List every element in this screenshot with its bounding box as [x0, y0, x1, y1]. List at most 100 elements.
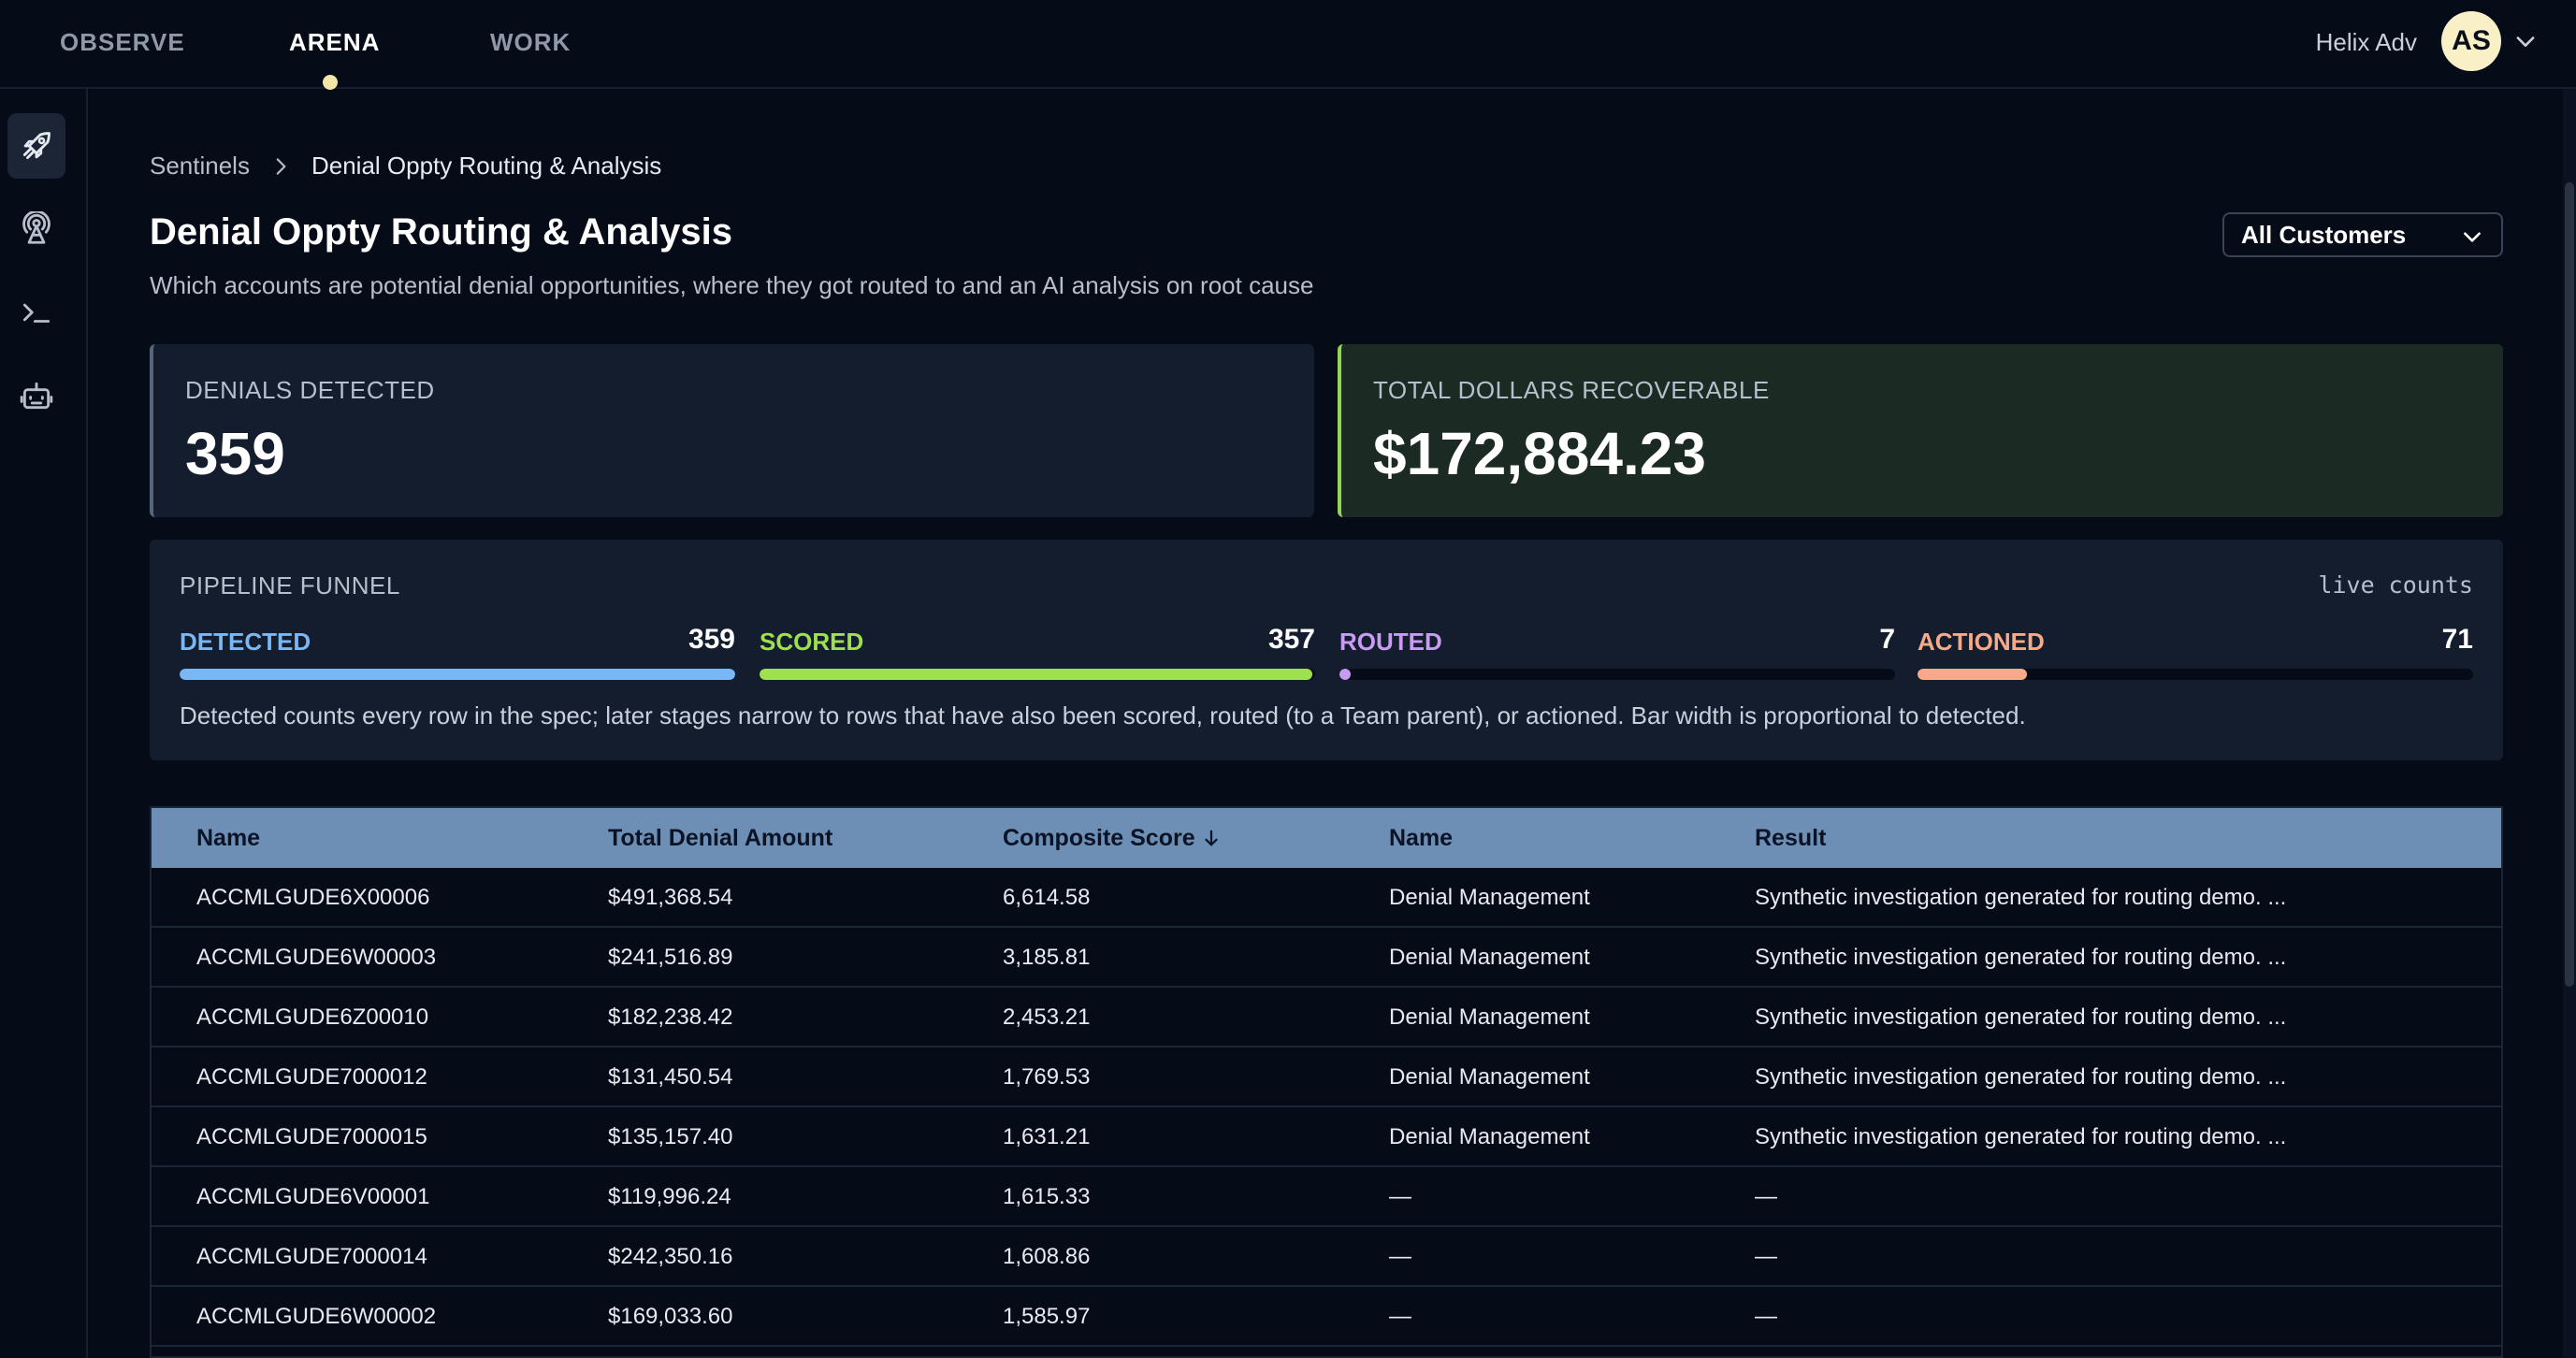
table-row[interactable]: ACCMLGUDE7000015 $135,157.40 1,631.21 Denia… [152, 1107, 2501, 1167]
pipeline-funnel: PIPELINE FUNNEL live counts DETECTED 359… [150, 540, 2503, 760]
total-dollars-recoverable-card: TOTAL DOLLARS RECOVERABLE $172,884.23 [1338, 344, 2503, 517]
funnel-stage-detected: DETECTED 359 [180, 624, 735, 680]
customer-filter-dropdown[interactable]: All Customers [2222, 212, 2503, 257]
column-header-result[interactable]: Result [1755, 825, 1827, 851]
funnel-stage-bar [1339, 669, 1351, 680]
robot-icon [20, 382, 53, 410]
composite-score-cell: 1,769.53 [1003, 1064, 1091, 1090]
account-name-cell: ACCMLGUDE7000015 [196, 1124, 427, 1149]
table-row[interactable]: ACCMLGUDE6Z00010 $182,238.42 2,453.21 Denia… [152, 988, 2501, 1047]
team-name-cell: Denial Management [1389, 1124, 1590, 1149]
total-dollars-recoverable-label: TOTAL DOLLARS RECOVERABLE [1373, 376, 1770, 404]
sidebar-item-satellite[interactable] [7, 196, 65, 262]
tab-observe[interactable]: OBSERVE [60, 28, 185, 56]
funnel-stage-routed: ROUTED 7 [1339, 624, 1895, 680]
account-name-cell: ACCMLGUDE7000012 [196, 1064, 427, 1090]
table-row[interactable]: ACCMLGUDE6X00006 $491,368.54 6,614.58 Denia… [152, 868, 2501, 928]
team-name-cell: — [1389, 1244, 1411, 1269]
composite-score-cell: 2,453.21 [1003, 1004, 1091, 1030]
funnel-stage-track [180, 669, 735, 680]
funnel-stage-label: ROUTED [1339, 628, 1442, 656]
breadcrumb-link-sentinels[interactable]: Sentinels [150, 152, 250, 180]
total-denial-amount-cell: $169,033.60 [608, 1304, 733, 1329]
funnel-stage-bar [1918, 669, 2027, 680]
column-header-composite-score-label: Composite Score [1003, 825, 1195, 851]
total-denial-amount-cell: $242,350.16 [608, 1244, 733, 1269]
funnel-stage-count: 357 [1267, 624, 1315, 655]
result-cell: — [1755, 1304, 1777, 1329]
team-name-cell: — [1389, 1184, 1411, 1209]
sidebar-item-terminal[interactable] [7, 280, 65, 345]
funnel-stage-track [760, 669, 1315, 680]
funnel-stage-label: DETECTED [180, 628, 311, 656]
result-cell: — [1755, 1244, 1777, 1269]
sidebar-item-robot[interactable] [7, 363, 65, 428]
funnel-stage-track [1339, 669, 1895, 680]
pipeline-funnel-title: PIPELINE FUNNEL [180, 571, 400, 600]
total-denial-amount-cell: $119,996.24 [608, 1184, 731, 1209]
organization-name[interactable]: Helix Adv [2315, 28, 2417, 56]
sort-descending-icon [1205, 830, 1218, 846]
funnel-stage-count: 359 [687, 624, 735, 655]
column-header-team-name[interactable]: Name [1389, 825, 1454, 851]
denial-accounts-table: Name Total Denial Amount Composite Score… [150, 806, 2503, 1358]
customer-filter-value: All Customers [2241, 220, 2407, 249]
page-scrollbar[interactable] [2563, 89, 2576, 1358]
scrollbar-thumb[interactable] [2565, 182, 2574, 987]
team-name-cell: Denial Management [1389, 1064, 1590, 1090]
funnel-stage-actioned: ACTIONED 71 [1918, 624, 2473, 680]
table-row[interactable]: ACCMLGUDE6V00001 $119,996.24 1,615.33 — — [152, 1167, 2501, 1227]
total-denial-amount-cell: $241,516.89 [608, 945, 733, 970]
satellite-icon [22, 211, 51, 244]
account-name-cell: ACCMLGUDE6Z00010 [196, 1004, 429, 1030]
account-name-cell: ACCMLGUDE6X00006 [196, 885, 430, 910]
top-navigation-bar: OBSERVE ARENA WORK Helix Adv AS [0, 0, 2576, 90]
total-denial-amount-cell: $131,450.54 [608, 1064, 733, 1090]
team-name-cell: — [1389, 1304, 1411, 1329]
account-name-cell: ACCMLGUDE7000014 [196, 1244, 427, 1269]
page-title: Denial Oppty Routing & Analysis [150, 211, 733, 253]
table-header: Name Total Denial Amount Composite Score… [152, 808, 2501, 868]
tab-arena[interactable]: ARENA [289, 28, 381, 56]
table-row[interactable]: ACCMLGUDE6W00002 $169,033.60 1,585.97 — — [152, 1287, 2501, 1347]
result-cell: Synthetic investigation generated for ro… [1755, 1124, 2287, 1149]
composite-score-cell: 1,585.97 [1003, 1304, 1091, 1329]
column-header-name[interactable]: Name [196, 825, 261, 851]
chevron-down-icon [2464, 232, 2481, 242]
table-row[interactable]: ACCMLGUDE7000014 $242,350.16 1,608.86 — — [152, 1227, 2501, 1287]
account-name-cell: ACCMLGUDE6W00002 [196, 1304, 437, 1329]
composite-score-cell: 6,614.58 [1003, 885, 1091, 910]
funnel-stage-label: SCORED [760, 628, 864, 656]
composite-score-cell: 3,185.81 [1003, 945, 1091, 970]
tab-work[interactable]: WORK [490, 28, 572, 56]
result-cell: Synthetic investigation generated for ro… [1755, 1004, 2287, 1030]
team-name-cell: Denial Management [1389, 885, 1590, 910]
live-counts-label: live counts [2318, 571, 2473, 599]
total-denial-amount-cell: $491,368.54 [608, 885, 733, 910]
rocket-icon [22, 132, 51, 160]
funnel-note: Detected counts every row in the spec; l… [180, 701, 2026, 730]
column-header-composite-score[interactable]: Composite Score [1003, 825, 1222, 852]
active-tab-indicator [323, 75, 338, 90]
funnel-stage-count: 71 [2441, 624, 2473, 655]
result-cell: Synthetic investigation generated for ro… [1755, 885, 2287, 910]
column-header-total-denial-amount[interactable]: Total Denial Amount [608, 825, 833, 851]
result-cell: — [1755, 1184, 1777, 1209]
user-avatar[interactable]: AS [2441, 11, 2501, 71]
composite-score-cell: 1,608.86 [1003, 1244, 1091, 1269]
table-row[interactable]: ACCMLGUDE6W00003 $241,516.89 3,185.81 Denia… [152, 928, 2501, 988]
funnel-stage-label: ACTIONED [1918, 628, 2045, 656]
chevron-down-icon[interactable] [2512, 28, 2539, 54]
funnel-stage-bar [760, 669, 1312, 680]
total-dollars-recoverable-value: $172,884.23 [1373, 420, 1706, 487]
total-denial-amount-cell: $135,157.40 [608, 1124, 733, 1149]
table-row[interactable]: ACCMLGUDE7000012 $131,450.54 1,769.53 Denia… [152, 1047, 2501, 1107]
composite-score-cell: 1,615.33 [1003, 1184, 1091, 1209]
denials-detected-value: 359 [185, 420, 285, 487]
sidebar-item-rocket[interactable] [7, 113, 65, 179]
page-subtitle: Which accounts are potential denial oppo… [150, 271, 1314, 299]
team-name-cell: Denial Management [1389, 1004, 1590, 1030]
funnel-stage-scored: SCORED 357 [760, 624, 1315, 680]
chevron-right-icon [276, 157, 286, 175]
denials-detected-label: DENIALS DETECTED [185, 376, 435, 404]
